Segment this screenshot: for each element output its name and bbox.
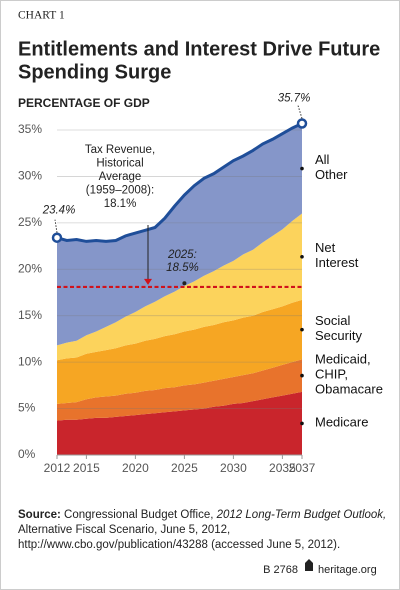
source-title: 2012 Long-Term Budget Outlook, xyxy=(216,509,387,521)
source-agency: Congressional Budget Office, xyxy=(64,509,213,521)
label-dot xyxy=(300,166,304,171)
x-tick-label: 2015 xyxy=(73,461,100,475)
series-label-line: All xyxy=(315,152,333,167)
annotation-label: 35.7% xyxy=(278,93,311,105)
series-label: Social Security xyxy=(315,314,362,344)
area xyxy=(57,213,302,361)
annotation-dot xyxy=(296,118,308,129)
annotation-label: 2025: xyxy=(167,249,197,261)
annotation-label: 23.4% xyxy=(42,205,76,217)
y-axis-label: PERCENTAGE OF GDP xyxy=(18,96,150,110)
site: heritage.org xyxy=(318,564,377,576)
reference-label: Average xyxy=(99,171,142,183)
y-tick-label: 15% xyxy=(18,308,42,322)
x-tick-label: 2012 xyxy=(44,461,71,475)
label-dot xyxy=(300,254,304,259)
series-label-line: Interest xyxy=(315,256,359,271)
reference-label: (1959–2008): xyxy=(86,185,154,197)
y-tick-label: 30% xyxy=(18,169,42,183)
x-tick-label: 2035 xyxy=(269,461,296,475)
chart-kicker: CHART 1 xyxy=(18,10,65,22)
series-label: Net Interest xyxy=(315,241,359,271)
area xyxy=(57,359,302,421)
source-label: Source: xyxy=(18,509,61,521)
x-tick-label: 2037 xyxy=(289,461,316,475)
source-line: http://www.cbo.gov/publication/43288 (ac… xyxy=(18,539,340,551)
chart-title: Entitlements and Interest Drive Future xyxy=(18,38,380,60)
source-line: Alternative Fiscal Scenario, June 5, 201… xyxy=(18,524,230,536)
y-tick-label: 5% xyxy=(18,401,36,415)
series-label-line: Medicare xyxy=(315,415,368,430)
source: Source: Congressional Budget Office, 201… xyxy=(18,509,386,521)
area xyxy=(57,123,302,346)
label-dot xyxy=(300,373,304,378)
series-label: All Other xyxy=(315,152,348,182)
series-label-line: Security xyxy=(315,329,362,344)
area xyxy=(57,391,302,455)
annotation-leader xyxy=(54,219,58,233)
x-tick-label: 2030 xyxy=(220,461,247,475)
series-label-line: Medicaid, xyxy=(315,352,374,367)
reference-arrowhead xyxy=(144,278,152,285)
logo xyxy=(305,559,313,571)
label-dot xyxy=(300,327,304,332)
chart-title: Spending Surge xyxy=(18,61,171,83)
series-label-line: Social xyxy=(315,314,354,329)
annotation-leader xyxy=(297,105,303,119)
y-tick-label: 20% xyxy=(18,261,42,275)
area xyxy=(57,299,302,404)
series-label-line: CHIP, xyxy=(315,367,352,382)
plot: 0% 5% 10% 15% 20% 25% 30% 35% 2012 2015 2020 2025 20… xyxy=(18,93,383,476)
reference-label: Historical xyxy=(96,158,143,170)
reference-label: 18.1% xyxy=(104,198,137,210)
label-dot xyxy=(300,421,304,426)
annotation-value: 18.5% xyxy=(166,262,199,274)
y-tick-label: 25% xyxy=(18,215,42,229)
y-tick-label: 0% xyxy=(18,447,36,461)
x-tick-label: 2025 xyxy=(171,461,198,475)
annotation-dot xyxy=(182,281,187,286)
series-label-line: Net xyxy=(315,241,339,256)
report-id: B 2768 xyxy=(263,564,298,576)
annotation-dot xyxy=(51,232,63,243)
y-tick-label: 10% xyxy=(18,354,42,368)
total-line xyxy=(56,122,303,243)
y-tick-label: 35% xyxy=(18,122,42,136)
series-label: Medicare xyxy=(315,415,368,430)
x-tick-label: 2020 xyxy=(122,461,149,475)
series-label-line: Other xyxy=(315,167,348,182)
series-label-line: Obamacare xyxy=(315,382,383,397)
series-label: Medicaid, CHIP, Obamacare xyxy=(315,352,383,397)
reference-label: Tax Revenue, xyxy=(85,144,155,156)
